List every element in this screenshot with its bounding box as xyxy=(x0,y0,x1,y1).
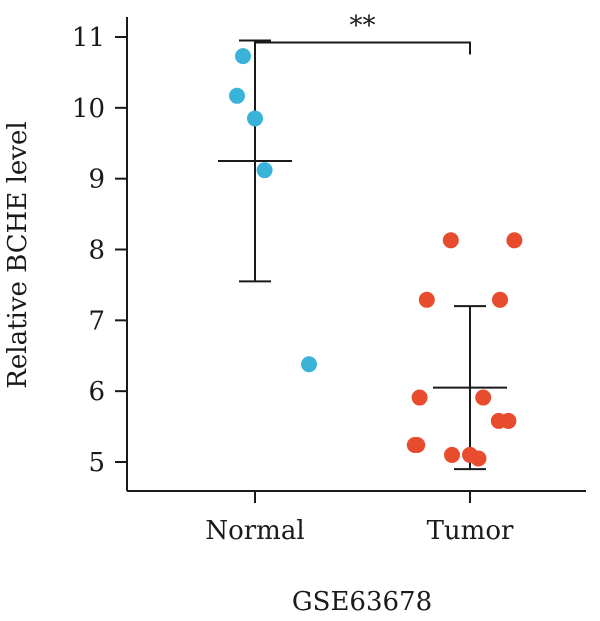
y-tick-label: 9 xyxy=(88,165,105,195)
y-ticks: 5 6 7 8 9 10 11 xyxy=(72,23,127,478)
significance-bracket: ** xyxy=(255,11,471,55)
data-point xyxy=(247,110,263,127)
y-axis-title: Relative BCHE level xyxy=(3,121,33,388)
data-point xyxy=(256,162,273,179)
data-point xyxy=(301,356,317,373)
y-tick-label: 11 xyxy=(72,23,105,53)
data-point xyxy=(444,446,460,463)
error-bars xyxy=(218,39,507,471)
y-tick-label: 10 xyxy=(72,94,105,124)
data-point xyxy=(492,291,508,308)
x-ticks: Normal Tumor xyxy=(205,491,514,546)
data-point xyxy=(235,48,251,65)
data-point xyxy=(409,437,426,453)
significance-bracket-line xyxy=(255,41,471,55)
significance-label: ** xyxy=(350,11,376,41)
data-point xyxy=(470,450,487,467)
data-point xyxy=(418,291,435,308)
x-tick-label: Tumor xyxy=(427,516,514,546)
x-axis-title: GSE63678 xyxy=(292,587,432,617)
y-tick-label: 6 xyxy=(88,377,105,407)
data-point xyxy=(475,389,492,406)
y-tick-label: 5 xyxy=(88,448,105,478)
y-tick-label: 8 xyxy=(88,236,105,266)
data-point xyxy=(506,232,523,249)
data-point xyxy=(442,232,459,249)
data-point xyxy=(500,412,517,429)
x-tick-label: Normal xyxy=(205,516,304,546)
data-point xyxy=(411,389,428,406)
data-points xyxy=(229,48,523,467)
data-point xyxy=(229,87,245,104)
y-tick-label: 7 xyxy=(88,306,105,336)
axes: 5 6 7 8 9 10 11 Normal Tumor xyxy=(72,17,586,546)
